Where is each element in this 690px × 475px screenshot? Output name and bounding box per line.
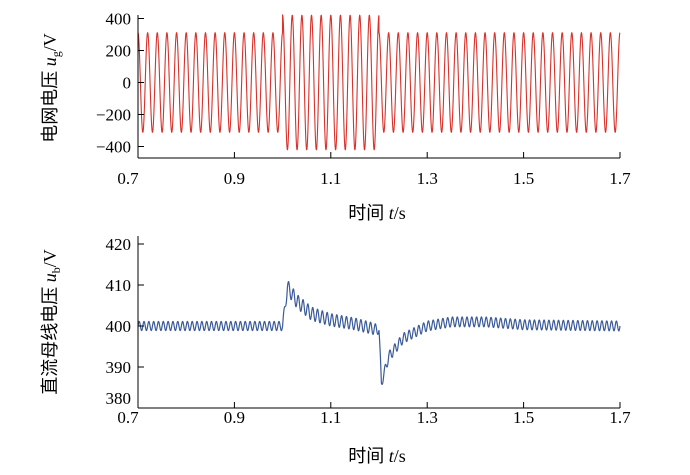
grid-voltage-y-tick-label: −400	[96, 138, 131, 157]
dc-bus-voltage-x-tick-label: 1.5	[513, 408, 534, 427]
grid-voltage-x-tick-label: 1.7	[609, 169, 631, 188]
dc-bus-voltage-series	[137, 280, 621, 385]
dc-bus-voltage-y-tick-labels: 420 410 400 390 380	[106, 235, 132, 408]
grid-voltage-series	[137, 13, 621, 151]
grid-voltage-x-tick-label: 0.7	[117, 169, 139, 188]
grid-voltage-x-axis-title: 时间 t/s	[348, 203, 406, 223]
dc-bus-voltage-x-ticks	[137, 402, 621, 408]
grid-voltage-y-axis-title: 电网电压 ug/V	[40, 33, 63, 143]
grid-voltage-chart: 400 200 0 −200 −400 0.7 0.9 1.1 1.3 1.5 …	[40, 10, 631, 224]
dc-bus-voltage-x-tick-label: 0.9	[224, 408, 245, 427]
grid-voltage-x-ticks	[137, 152, 621, 158]
dc-bus-voltage-x-tick-label: 0.7	[117, 408, 139, 427]
dc-bus-voltage-y-tick-label: 410	[106, 276, 132, 295]
dc-bus-voltage-x-tick-label: 1.3	[417, 408, 438, 427]
grid-voltage-y-tick-label: −200	[96, 106, 131, 125]
grid-voltage-plot-line	[137, 13, 621, 151]
grid-voltage-y-ticks	[138, 18, 144, 147]
dc-bus-voltage-chart: 420 410 400 390 380 0.7 0.9 1.1 1.3 1.5 …	[40, 235, 631, 466]
dc-bus-voltage-y-ticks	[138, 243, 144, 409]
grid-voltage-x-tick-label: 1.1	[320, 169, 341, 188]
dc-bus-voltage-x-tick-label: 1.1	[320, 408, 341, 427]
dc-bus-voltage-x-axis-title: 时间 t/s	[348, 446, 406, 466]
grid-voltage-y-tick-label: 0	[123, 74, 132, 93]
grid-voltage-x-tick-label: 1.3	[417, 169, 438, 188]
dc-bus-voltage-y-tick-label: 400	[106, 317, 132, 336]
grid-voltage-y-tick-label: 200	[106, 42, 132, 61]
dc-bus-voltage-plot-line	[137, 280, 621, 385]
dc-bus-voltage-y-axis-title: 直流母线电压 ub/V	[40, 249, 63, 395]
grid-voltage-y-tick-labels: 400 200 0 −200 −400	[96, 10, 131, 157]
dc-bus-voltage-x-tick-label: 1.7	[609, 408, 631, 427]
grid-voltage-x-tick-label: 0.9	[224, 169, 245, 188]
dc-bus-voltage-x-tick-labels: 0.7 0.9 1.1 1.3 1.5 1.7	[117, 408, 631, 427]
grid-voltage-x-tick-label: 1.5	[513, 169, 534, 188]
dc-bus-voltage-y-tick-label: 380	[106, 389, 132, 408]
grid-voltage-y-tick-label: 400	[106, 10, 132, 29]
grid-voltage-x-tick-labels: 0.7 0.9 1.1 1.3 1.5 1.7	[117, 169, 631, 188]
dc-bus-voltage-y-tick-label: 390	[106, 358, 132, 377]
dc-bus-voltage-y-tick-label: 420	[106, 235, 132, 254]
